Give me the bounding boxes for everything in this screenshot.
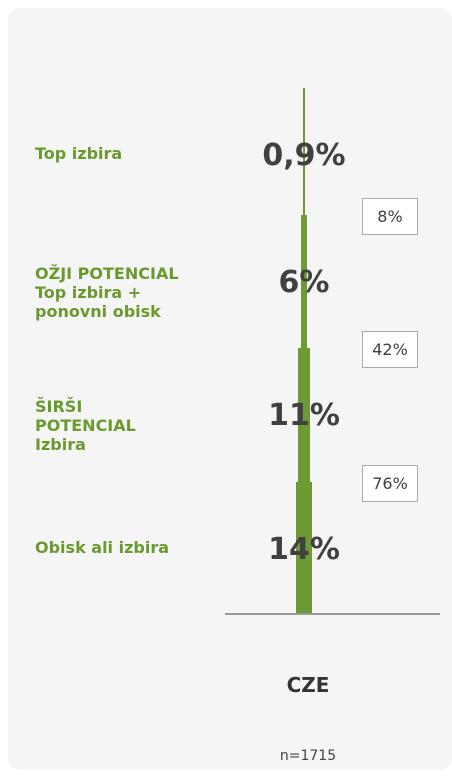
funnel-bar bbox=[297, 348, 311, 482]
value-label: 14% bbox=[268, 532, 340, 567]
conversion-label: 42% bbox=[362, 331, 418, 368]
conversion-label: 8% bbox=[362, 198, 418, 235]
category-label: OŽJI POTENCIAL Top izbira + ponovni obis… bbox=[35, 263, 179, 321]
category-label: Obisk ali izbira bbox=[35, 537, 170, 557]
funnel-bar bbox=[300, 215, 308, 348]
value-label: 0,9% bbox=[262, 138, 346, 173]
conversion-label: 76% bbox=[362, 465, 418, 502]
sample-note: n=1715 bbox=[279, 748, 337, 764]
value-label: 11% bbox=[268, 398, 340, 433]
column-label: CZE bbox=[286, 673, 330, 697]
value-label: 6% bbox=[278, 265, 330, 300]
baseline bbox=[225, 613, 440, 615]
category-label: Top izbira bbox=[35, 143, 123, 163]
category-label: ŠIRŠI POTENCIAL Izbira bbox=[35, 396, 136, 454]
card: CZE n=1715 Top izbira 0,9% OŽJI POTENCIAL … bbox=[8, 8, 452, 770]
funnel-bar bbox=[295, 482, 313, 613]
funnel-bar bbox=[303, 88, 305, 215]
